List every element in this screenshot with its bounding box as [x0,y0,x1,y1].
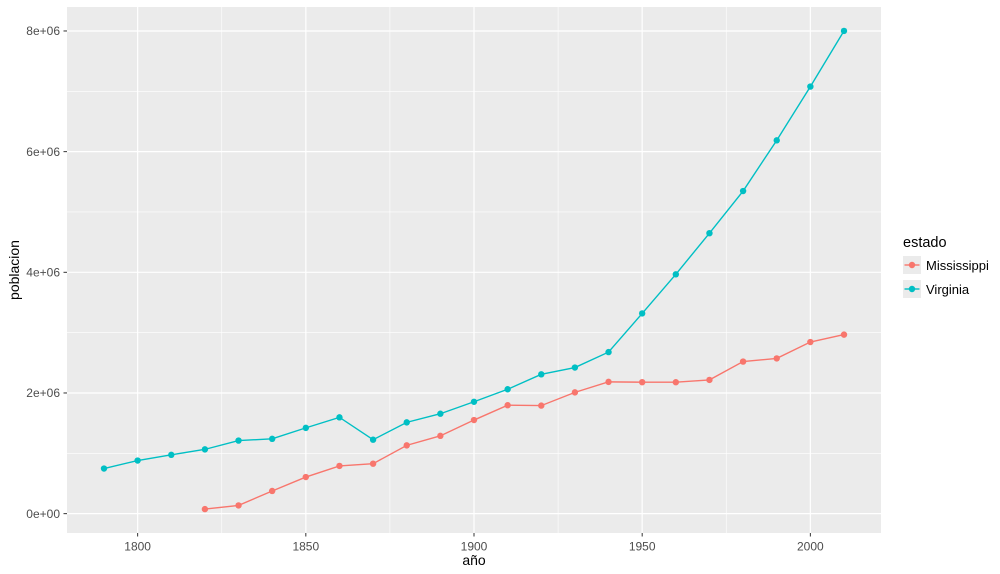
data-point [336,414,343,421]
legend-entry-mississippi: Mississippi [903,256,989,274]
legend: estado Mississippi Virginia [903,235,989,304]
y-tick-label: 0e+00 [26,507,60,521]
data-point [571,389,579,396]
data-point [369,436,377,443]
series-points-mississippi [201,331,848,513]
data-point [403,442,410,449]
data-point [672,379,680,386]
line-point-key-icon [903,280,921,298]
series-points-virginia [100,27,848,472]
major-gridlines [67,7,881,533]
data-point [437,432,444,440]
data-point [201,505,209,513]
data-point [672,271,680,278]
data-point [336,462,343,470]
data-point [504,386,511,393]
data-point [134,457,141,464]
data-point [302,473,310,481]
data-point [369,460,377,467]
data-point [706,376,713,384]
y-tick-label: 8e+06 [26,24,60,38]
series-line-mississippi [204,333,845,510]
y-tick-label: 2e+06 [26,386,60,400]
data-point [437,410,444,417]
y-tick-label: 4e+06 [26,266,60,280]
x-axis-title: año [462,552,486,568]
line-point-key-icon [903,256,921,274]
legend-entry-virginia: Virginia [903,280,989,298]
data-point [201,446,209,453]
data-point [538,402,545,409]
data-point [638,378,646,386]
x-tick-label: 1900 [461,540,488,554]
data-point [807,83,814,90]
legend-label: Virginia [926,281,970,297]
data-point [168,451,175,459]
data-point [504,402,511,409]
x-tick-label: 1950 [629,540,656,554]
data-point [739,187,747,195]
data-point [739,358,747,365]
data-point [403,419,410,426]
legend-label: Mississippi [926,257,989,273]
data-point [100,465,108,472]
data-point [571,364,579,371]
data-point [605,378,612,386]
data-point [302,424,310,432]
data-point [538,371,545,378]
data-point [605,348,612,356]
y-axis-title: poblacion [6,240,22,300]
y-tick-label: 6e+06 [26,145,60,159]
data-point [807,338,814,346]
data-point [268,435,276,443]
x-tick-label: 1850 [292,540,319,554]
data-point [235,502,242,509]
data-point [470,398,478,405]
data-point [268,487,276,495]
data-point [773,355,780,362]
data-point [773,137,780,144]
data-point [840,331,848,338]
data-point [840,27,848,35]
x-tick-label: 2000 [797,540,824,554]
data-point [235,437,242,444]
legend-title: estado [903,235,947,251]
data-point [706,229,713,237]
data-point [638,310,646,317]
data-point [470,416,478,424]
x-tick-label: 1800 [124,540,151,554]
axis-tick-marks [63,30,811,537]
